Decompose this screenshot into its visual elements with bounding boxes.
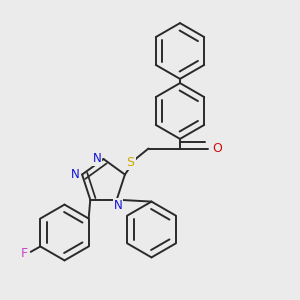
Text: F: F [21, 247, 28, 260]
Text: O: O [212, 142, 222, 155]
Text: N: N [92, 152, 101, 165]
Text: N: N [71, 168, 80, 181]
Text: N: N [114, 199, 122, 212]
Text: S: S [127, 156, 134, 169]
